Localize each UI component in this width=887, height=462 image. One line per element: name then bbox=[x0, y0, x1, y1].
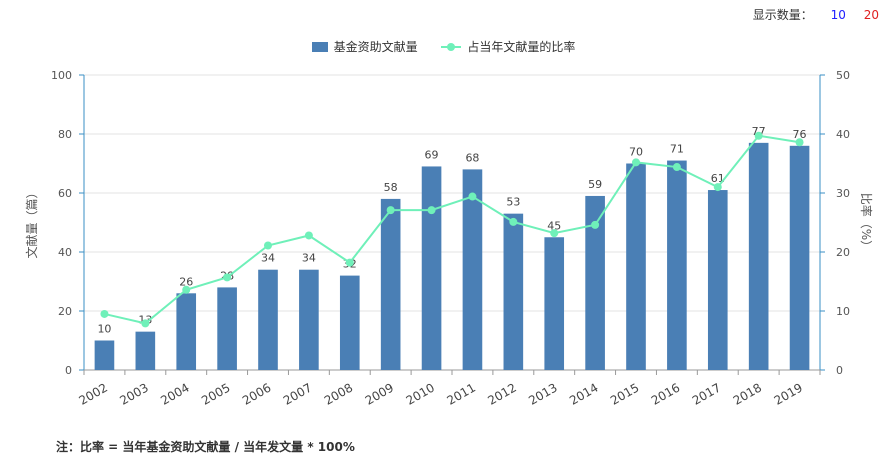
y-tick-label-right: 40 bbox=[836, 128, 850, 141]
y-axis-title-right: 比率（%） bbox=[859, 193, 874, 252]
bar bbox=[667, 160, 687, 370]
x-tick-label: 2003 bbox=[117, 380, 150, 407]
ratio-point bbox=[141, 319, 150, 328]
footnote: 注：比率 = 当年基金资助文献量 / 当年发文量 * 100% bbox=[56, 440, 355, 454]
y-tick-label-left: 60 bbox=[58, 187, 72, 200]
bar-data-label: 58 bbox=[384, 181, 398, 194]
y-tick-label-left: 20 bbox=[58, 305, 72, 318]
ratio-point bbox=[509, 217, 518, 226]
ratio-point bbox=[345, 258, 354, 267]
x-tick-label: 2004 bbox=[158, 380, 191, 407]
y-axis-title-left: 文献量（篇） bbox=[24, 186, 39, 258]
y-tick-label-right: 20 bbox=[836, 246, 850, 259]
display-count-option-10[interactable]: 10 bbox=[830, 8, 846, 22]
ratio-point bbox=[468, 192, 477, 201]
x-tick-label: 2008 bbox=[322, 380, 355, 407]
y-tick-label-right: 30 bbox=[836, 187, 850, 200]
x-tick-label: 2014 bbox=[567, 380, 600, 407]
bar bbox=[707, 190, 728, 370]
ratio-point bbox=[304, 231, 313, 240]
y-tick-label-left: 100 bbox=[51, 69, 72, 82]
legend-bar-label: 基金资助文献量 bbox=[333, 40, 418, 54]
y-tick-label-right: 10 bbox=[836, 305, 850, 318]
bar bbox=[94, 340, 115, 370]
x-tick-label: 2017 bbox=[690, 380, 723, 407]
ratio-point bbox=[264, 241, 272, 250]
ratio-point bbox=[100, 309, 109, 318]
x-tick-label: 2006 bbox=[240, 380, 273, 407]
legend-bar-swatch bbox=[311, 41, 328, 52]
y-tick-label-left: 80 bbox=[58, 128, 72, 141]
bar bbox=[176, 293, 197, 370]
x-tick-label: 2015 bbox=[608, 380, 641, 407]
display-count-label: 显示数量： bbox=[752, 8, 813, 22]
x-tick-label: 2007 bbox=[281, 380, 314, 407]
display-count-control: 显示数量： 10 20 bbox=[753, 6, 879, 23]
bar bbox=[585, 195, 605, 370]
x-tick-label: 2011 bbox=[444, 380, 477, 407]
x-tick-label: 2016 bbox=[649, 380, 682, 407]
x-tick-label: 2013 bbox=[526, 380, 559, 407]
chart-legend: 基金资助文献量 占当年文献量的比率 bbox=[0, 38, 887, 55]
y-tick-label-right: 50 bbox=[836, 69, 850, 82]
bar bbox=[462, 169, 483, 370]
bar-data-label: 26 bbox=[179, 275, 193, 288]
bar-data-label: 76 bbox=[793, 128, 807, 141]
display-count-option-20[interactable]: 20 bbox=[863, 8, 879, 22]
bar bbox=[544, 237, 565, 370]
x-tick-label: 2005 bbox=[199, 380, 232, 407]
bar-data-label: 69 bbox=[425, 148, 439, 161]
bar-data-label: 53 bbox=[506, 196, 520, 209]
bar-data-label: 10 bbox=[97, 323, 111, 336]
bar bbox=[217, 287, 237, 370]
ratio-point bbox=[386, 206, 395, 215]
y-tick-label-left: 40 bbox=[58, 246, 72, 259]
y-tick-label-right: 0 bbox=[836, 364, 843, 377]
ratio-point bbox=[795, 138, 804, 147]
bar bbox=[380, 198, 401, 370]
ratio-point bbox=[754, 131, 763, 140]
bar bbox=[258, 269, 278, 370]
x-tick-label: 2019 bbox=[772, 380, 805, 407]
ratio-line bbox=[104, 134, 800, 325]
bar-data-label: 59 bbox=[588, 178, 602, 191]
bar-data-label: 70 bbox=[629, 146, 643, 159]
legend-item-bar[interactable]: 基金资助文献量 bbox=[311, 38, 418, 55]
ratio-point bbox=[223, 273, 232, 282]
bar-data-label: 68 bbox=[465, 151, 479, 164]
bar-data-label: 71 bbox=[670, 143, 684, 156]
bar bbox=[626, 163, 646, 370]
legend-line-swatch bbox=[441, 42, 462, 52]
ratio-point bbox=[591, 220, 600, 229]
legend-item-line[interactable]: 占当年文献量的比率 bbox=[441, 38, 575, 55]
ratio-point bbox=[550, 229, 559, 238]
bar-data-label: 34 bbox=[302, 252, 316, 265]
legend-line-label: 占当年文献量的比率 bbox=[467, 40, 576, 54]
bar bbox=[299, 269, 319, 370]
x-tick-label: 2002 bbox=[76, 380, 109, 407]
bar bbox=[135, 331, 156, 370]
bar bbox=[339, 275, 360, 370]
x-tick-label: 2009 bbox=[363, 380, 396, 407]
bar bbox=[789, 145, 810, 370]
bar bbox=[503, 213, 524, 370]
x-tick-label: 2010 bbox=[404, 380, 437, 407]
ratio-point bbox=[632, 158, 640, 167]
bar bbox=[748, 142, 769, 370]
x-tick-label: 2018 bbox=[731, 380, 764, 407]
ratio-point bbox=[672, 163, 681, 172]
bar-data-label: 34 bbox=[261, 252, 275, 265]
ratio-point bbox=[427, 206, 436, 215]
bar-data-label: 45 bbox=[547, 219, 561, 232]
ratio-point bbox=[182, 285, 191, 294]
x-tick-label: 2012 bbox=[485, 380, 518, 407]
ratio-point bbox=[713, 183, 722, 192]
y-tick-label-left: 0 bbox=[65, 364, 72, 377]
bar bbox=[421, 166, 442, 370]
